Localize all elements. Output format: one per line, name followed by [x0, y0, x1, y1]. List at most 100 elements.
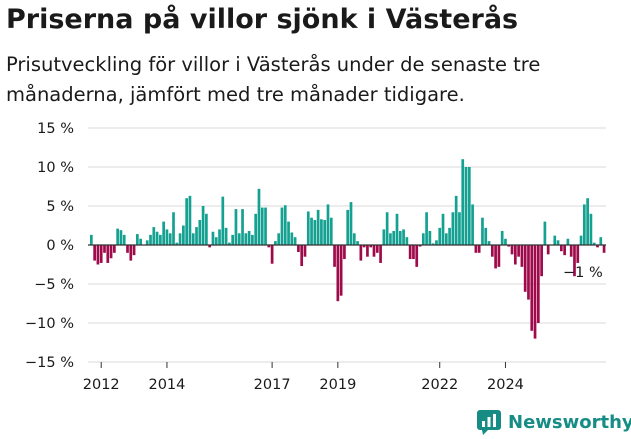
bar: [119, 230, 123, 245]
bar: [188, 195, 192, 245]
bar: [464, 167, 468, 245]
bar: [306, 211, 310, 245]
bar: [520, 245, 524, 267]
bar: [359, 245, 363, 261]
y-tick-label: −10 %: [25, 316, 74, 332]
bar: [392, 230, 396, 245]
bar: [481, 217, 484, 245]
bar: [418, 245, 422, 247]
bar: [346, 209, 350, 245]
bar: [109, 245, 113, 259]
bar: [149, 234, 152, 245]
bar: [145, 240, 149, 245]
bar: [471, 204, 474, 245]
bar: [90, 234, 93, 245]
bar: [300, 245, 304, 267]
bar: [260, 207, 264, 245]
y-tick-label: 10 %: [37, 160, 74, 176]
bar: [408, 245, 412, 260]
bar: [385, 212, 389, 245]
bar: [343, 245, 346, 260]
bar: [182, 225, 185, 245]
bar: [500, 230, 504, 245]
bar: [257, 188, 261, 245]
bar: [205, 213, 208, 245]
bar: [293, 237, 297, 245]
bar: [270, 245, 274, 264]
bar: [287, 221, 290, 245]
last-value-label: −1 %: [563, 265, 603, 281]
bar: [599, 237, 603, 245]
bar: [103, 245, 106, 253]
bar: [297, 245, 300, 253]
x-tick-label: 2019: [319, 377, 356, 393]
bar: [93, 245, 96, 261]
bar: [165, 229, 169, 245]
bar: [274, 241, 277, 245]
y-tick-label: −5 %: [34, 277, 74, 293]
bar: [251, 234, 254, 245]
bar: [513, 245, 517, 265]
bar: [129, 245, 133, 261]
newsworthy-logo: Newsworthy: [476, 408, 631, 436]
bar: [596, 245, 599, 248]
bar: [372, 245, 376, 257]
bar: [352, 233, 356, 245]
bar: [336, 245, 340, 302]
bar: [333, 245, 336, 267]
bar: [523, 245, 527, 292]
bar: [461, 159, 465, 245]
bar: [96, 245, 100, 265]
bar: [303, 245, 307, 257]
bar: [310, 217, 313, 245]
bar: [375, 245, 379, 253]
bar: [487, 241, 491, 245]
bar: [195, 227, 198, 245]
bar: [602, 245, 606, 253]
bar: [569, 245, 573, 257]
bar: [185, 198, 189, 245]
bar: [208, 245, 212, 248]
bar: [441, 213, 445, 245]
bar: [234, 209, 238, 245]
bar: [228, 242, 231, 245]
brand-name: Newsworthy: [508, 411, 631, 433]
bar: [136, 234, 139, 245]
bar: [159, 234, 162, 245]
bar: [458, 212, 461, 245]
bar: [421, 233, 425, 245]
bar: [339, 245, 343, 296]
bar: [379, 245, 382, 263]
bar: [576, 245, 580, 263]
bar: [211, 231, 215, 245]
bar: [106, 245, 110, 263]
bar: [543, 221, 547, 245]
bar: [244, 233, 248, 245]
bar: [586, 198, 589, 245]
bar: [592, 242, 596, 245]
bar: [172, 212, 175, 245]
bar: [231, 234, 235, 245]
bar: [563, 245, 566, 256]
bar: [329, 217, 333, 245]
bar: [474, 245, 478, 253]
bar: [497, 245, 501, 267]
x-tick-label: 2024: [487, 377, 524, 393]
bar: [139, 238, 142, 245]
x-tick-label: 2014: [148, 377, 185, 393]
bar: [320, 219, 323, 245]
bar: [428, 230, 432, 245]
bar: [237, 233, 241, 245]
bar: [116, 228, 119, 245]
bar: [155, 231, 159, 245]
bar: [326, 204, 330, 245]
bar: [369, 245, 373, 248]
bar: [313, 220, 317, 245]
bar: [254, 213, 258, 245]
bar: [412, 245, 415, 260]
bar: [382, 229, 386, 245]
bar: [405, 237, 409, 245]
bar: [556, 240, 560, 245]
bar: [191, 233, 195, 245]
